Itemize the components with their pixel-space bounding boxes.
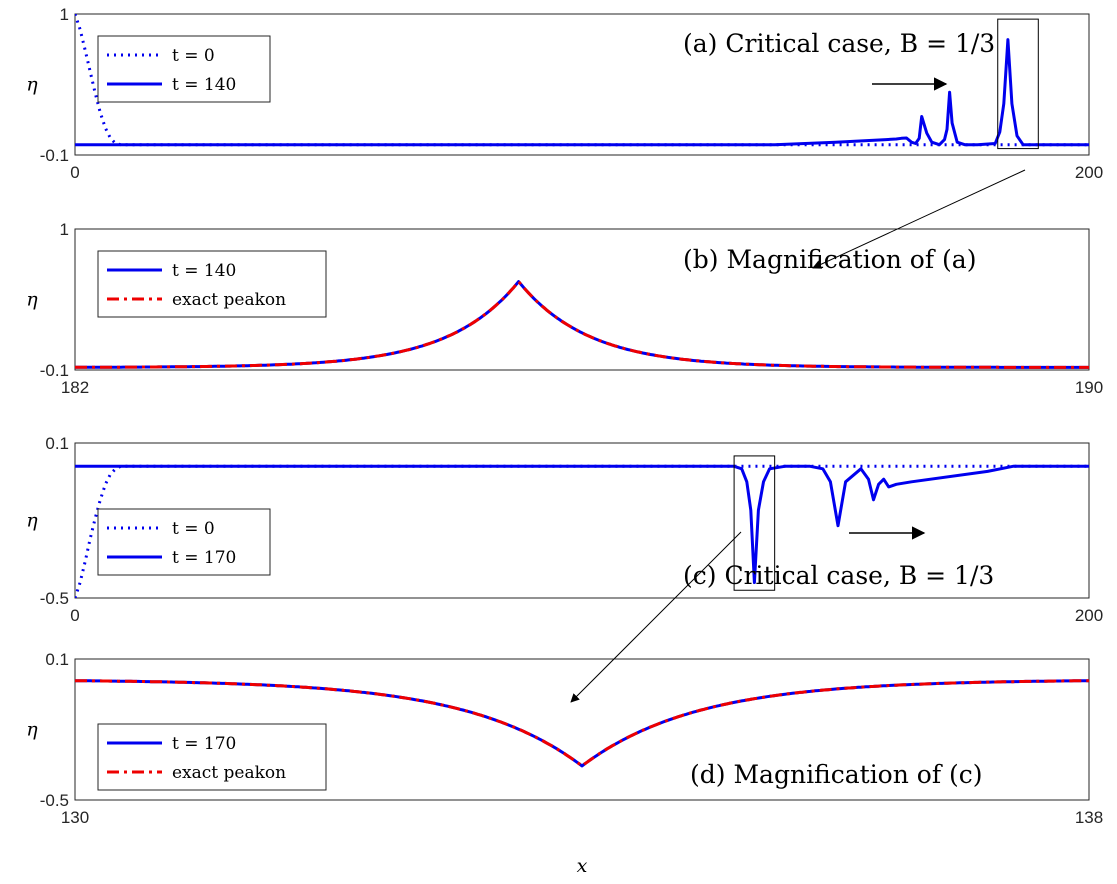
y-tick-label-bottom: -0.1 [40, 146, 69, 165]
y-tick-label-top: 0.1 [45, 650, 69, 669]
panel-a: 1 -0.10 200 η (a) Critical case, B = 1/3 t = … [26, 5, 1103, 182]
legend-label: t = 0 [172, 46, 215, 66]
x-tick-label-right: 138 [1075, 808, 1103, 827]
legend-label: t = 140 [172, 261, 236, 281]
panel-annotation: (b) Magnification of (a) [683, 245, 976, 274]
series-line-exact-peakon [75, 679, 1089, 768]
y-tick-label-bottom: -0.1 [40, 361, 69, 380]
series-line-exact-peakon [75, 280, 1089, 369]
series-line-t-140 [75, 38, 1089, 147]
legend-label: t = 170 [172, 734, 236, 754]
y-tick-label-bottom: -0.5 [40, 791, 69, 810]
zoom-region-box-c [733, 455, 776, 591]
y-axis-label: η [26, 289, 38, 311]
y-axis-label: η [26, 510, 38, 532]
magnification-arrow-c [570, 531, 742, 703]
legend-label: exact peakon [172, 290, 286, 310]
series-line-t-170 [75, 464, 1089, 584]
y-axis-label: η [26, 74, 38, 96]
legend-box [97, 508, 271, 576]
x-tick-label-right: 190 [1075, 378, 1103, 397]
legend-box [97, 35, 271, 103]
x-tick-label-left: 0 [70, 606, 79, 625]
legend-label: exact peakon [172, 763, 286, 783]
x-tick-label-right: 200 [1075, 163, 1103, 182]
y-tick-label-top: 0.1 [45, 434, 69, 453]
zoom-region-box-a [997, 18, 1039, 150]
x-tick-label-left: 130 [61, 808, 89, 827]
x-tick-label-left: 182 [61, 378, 89, 397]
y-tick-label-top: 1 [60, 220, 69, 239]
legend-label: t = 170 [172, 548, 236, 568]
panel-annotation: (c) Critical case, B = 1/3 [683, 561, 994, 590]
x-tick-label-right: 200 [1075, 606, 1103, 625]
legend-box [97, 723, 327, 791]
y-tick-label-top: 1 [60, 5, 69, 24]
panel-annotation: (a) Critical case, B = 1/3 [683, 29, 995, 58]
x-tick-label-left: 0 [70, 163, 79, 182]
panel-c: 0.1 -0.50 200 η (c) Critical case, B = 1/3 t … [26, 434, 1103, 625]
panel-annotation: (d) Magnification of (c) [690, 760, 983, 789]
y-axis-label: η [26, 719, 38, 741]
legend-box [97, 250, 327, 318]
x-axis-label: x [577, 855, 588, 877]
y-tick-label-bottom: -0.5 [40, 589, 69, 608]
legend-label: t = 140 [172, 75, 236, 95]
legend-label: t = 0 [172, 519, 215, 539]
magnification-arrow-a [812, 169, 1026, 269]
